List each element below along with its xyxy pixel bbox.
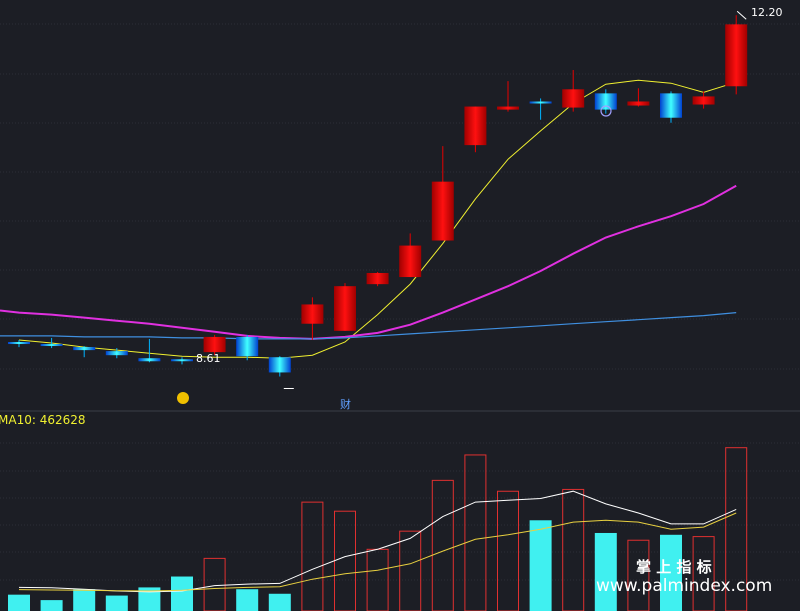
candle — [8, 339, 30, 348]
high-price-label: 12.20 — [751, 6, 783, 19]
candle-body — [627, 101, 650, 106]
candle-body — [431, 181, 454, 241]
candle-body — [40, 344, 63, 347]
candle — [171, 357, 193, 365]
candle-body — [692, 96, 715, 105]
volume-bar — [203, 557, 226, 611]
volume-bar — [464, 454, 487, 611]
candle-body — [8, 341, 30, 345]
candle — [627, 88, 650, 107]
volume-bar — [627, 539, 650, 611]
volume-bar — [692, 536, 715, 611]
candle — [497, 81, 519, 112]
volume-bar — [236, 589, 259, 611]
volume-bar — [562, 488, 585, 611]
candle — [725, 15, 748, 95]
annotations — [177, 10, 747, 404]
volume-bar — [73, 589, 96, 611]
volume-bar — [40, 600, 63, 611]
volume-bar — [105, 595, 128, 611]
candle — [692, 91, 715, 109]
volume-bar — [268, 593, 291, 611]
volume-bar — [8, 594, 30, 611]
volume-ma-line — [18, 490, 737, 593]
volume-ma-title: MA10: 462628 — [0, 413, 86, 427]
volume-ma-lines — [18, 490, 737, 593]
candle — [40, 337, 63, 349]
candle — [594, 89, 617, 114]
volume-bar — [399, 530, 422, 611]
candle-body — [562, 89, 585, 108]
ma-line — [18, 79, 737, 359]
candle-body — [268, 357, 291, 373]
watermark-cn: 掌 上 指 标 — [636, 558, 712, 576]
candle-body — [660, 93, 682, 118]
volume-bar — [725, 447, 748, 611]
volume-bar — [594, 532, 617, 611]
candle-body — [594, 93, 617, 110]
candle — [203, 334, 226, 356]
candle-body — [203, 336, 226, 353]
low-price-label: 8.61 — [196, 352, 221, 365]
candle-body — [366, 272, 389, 285]
volume-bar — [660, 534, 682, 611]
candle — [334, 283, 356, 331]
volume-bar — [301, 501, 324, 611]
candle — [529, 98, 552, 120]
candle — [105, 348, 128, 359]
moving-average-lines — [0, 79, 737, 359]
candle — [562, 70, 585, 112]
ma-line — [0, 184, 737, 340]
candle — [138, 338, 161, 363]
candle — [268, 356, 291, 377]
candle-body — [105, 351, 128, 356]
volume-bar — [334, 510, 356, 611]
volume-bar — [171, 576, 193, 611]
ma-line — [0, 312, 737, 340]
candle-body — [464, 106, 487, 146]
event-marker-icon — [177, 392, 189, 404]
candle — [431, 146, 454, 241]
high-arrow — [736, 10, 747, 20]
candle — [73, 346, 96, 358]
candle-body — [73, 347, 96, 351]
candle-body — [334, 286, 356, 331]
volume-ma-line — [18, 512, 737, 592]
candle — [399, 233, 422, 278]
candle-body — [497, 106, 519, 110]
cai-marker: 财 — [340, 397, 351, 411]
candles — [8, 15, 748, 377]
candle-body — [725, 24, 748, 87]
candle-body — [301, 304, 324, 324]
volume-bar — [431, 479, 454, 611]
candle-body — [399, 245, 422, 278]
volume-bars — [8, 447, 748, 611]
volume-bar — [138, 587, 161, 611]
candle — [464, 106, 487, 153]
candle — [660, 91, 682, 123]
volume-bar — [497, 490, 519, 611]
candle-body — [529, 101, 552, 104]
candle-body — [171, 359, 193, 362]
candle — [301, 297, 324, 340]
candle — [366, 271, 389, 287]
candle-body — [236, 336, 259, 357]
candle — [236, 334, 259, 361]
watermark-url: www.palmindex.com — [596, 576, 772, 596]
volume-bar — [529, 520, 552, 611]
face-marker-icon — [600, 105, 612, 117]
candle-body — [138, 358, 161, 362]
